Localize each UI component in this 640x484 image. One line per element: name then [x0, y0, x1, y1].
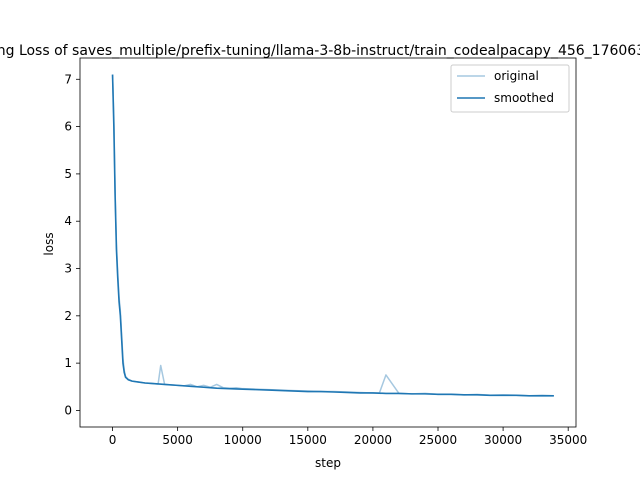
- x-tick-label: 15000: [289, 433, 327, 447]
- y-tick-label: 0: [64, 403, 72, 417]
- y-tick-label: 2: [64, 309, 72, 323]
- plot-frame: [79, 57, 577, 428]
- y-tick-label: 3: [64, 262, 72, 276]
- axes: 0 5000 10000 15000 20000 25000 30000 35000 0 1 2 3 4…: [64, 57, 587, 447]
- y-tick-label: 4: [64, 214, 72, 228]
- x-tick-label: 25000: [419, 433, 457, 447]
- x-axis-label: step: [315, 456, 341, 470]
- x-tick-label: 10000: [224, 433, 262, 447]
- series-line-smoothed: [111, 74, 554, 397]
- x-tick-label: 35000: [549, 433, 587, 447]
- chart-title: Training Loss of saves_multiple/prefix-t…: [0, 43, 640, 59]
- y-tick-label: 6: [64, 120, 72, 134]
- x-tick-label: 30000: [484, 433, 522, 447]
- x-tick-label: 0: [109, 433, 117, 447]
- y-tick-label: 7: [64, 72, 72, 86]
- x-tick-label: 5000: [162, 433, 193, 447]
- legend-label-original: original: [494, 69, 539, 83]
- legend-label-smoothed: smoothed: [494, 91, 554, 105]
- title-group: Training Loss of saves_multiple/prefix-t…: [0, 43, 640, 59]
- x-tick-label: 20000: [354, 433, 392, 447]
- y-tick-label: 5: [64, 167, 72, 181]
- y-axis-label: loss: [42, 232, 56, 255]
- series-lines: [111, 74, 554, 397]
- legend: original smoothed: [450, 64, 570, 113]
- y-tick-label: 1: [64, 356, 72, 370]
